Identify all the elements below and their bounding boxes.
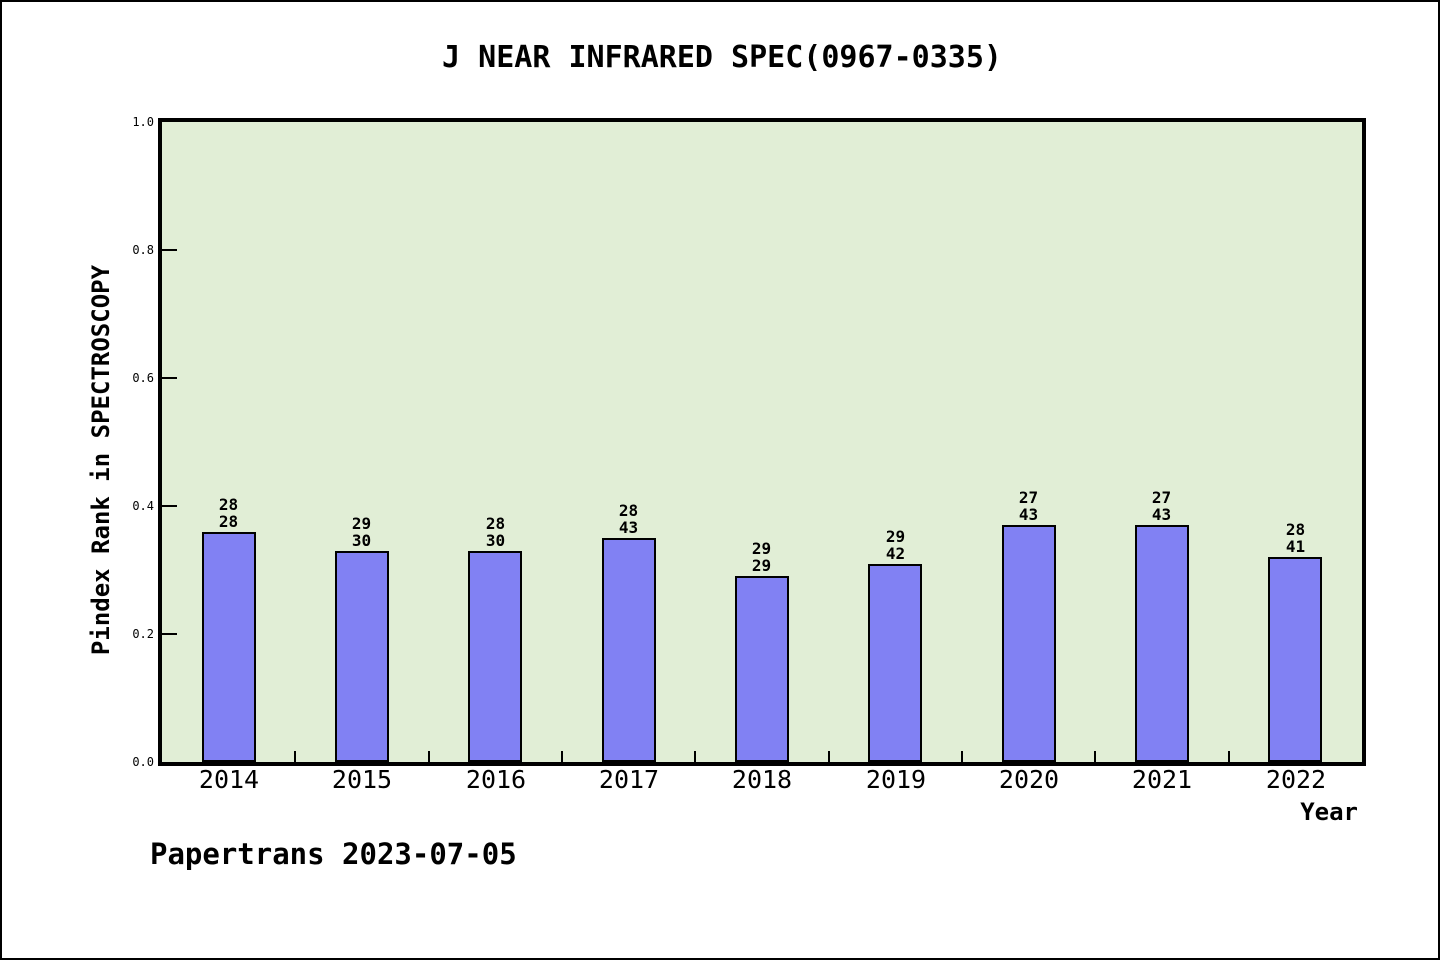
bar-label-total: 43 xyxy=(618,518,639,537)
bar-label-total: 30 xyxy=(351,531,372,550)
bar-2020 xyxy=(1002,525,1056,762)
x-minor-tick-marks xyxy=(162,122,1362,762)
y-tick-label-0.4: 0.4 xyxy=(132,499,154,513)
bar-2018 xyxy=(735,576,789,762)
y-tick-marks xyxy=(162,122,1362,762)
x-minor-tick xyxy=(828,751,830,762)
bar-value-label-2018: 29 29 xyxy=(695,540,828,574)
y-tick-label-0.2: 0.2 xyxy=(132,627,154,641)
bar-label-rank: 27 xyxy=(1151,488,1172,507)
y-tick-mark-0.4 xyxy=(162,505,177,507)
bar-label-rank: 28 xyxy=(618,501,639,520)
x-tick-label-2019: 2019 xyxy=(865,765,927,794)
bar-label-rank: 28 xyxy=(1285,520,1306,539)
bar-label-total: 41 xyxy=(1285,537,1306,556)
bar-label-rank: 29 xyxy=(751,539,772,558)
bar-2014 xyxy=(202,532,256,762)
bar-value-label-2016: 28 30 xyxy=(429,515,562,549)
x-minor-tick xyxy=(428,751,430,762)
bar-2019 xyxy=(868,564,922,762)
bar-label-rank: 27 xyxy=(1018,488,1039,507)
y-tick-mark-0.2 xyxy=(162,633,177,635)
bar-value-label-2020: 27 43 xyxy=(962,489,1095,523)
y-tick-label-0.8: 0.8 xyxy=(132,243,154,257)
bar-value-label-2014: 28 28 xyxy=(162,496,295,530)
bar-2015 xyxy=(335,551,389,762)
y-tick-mark-0.6 xyxy=(162,377,177,379)
bars-layer: 28 28 29 30 28 30 28 43 29 29 29 42 27 43 27 43 28 41 xyxy=(162,122,1362,762)
bar-label-rank: 29 xyxy=(351,514,372,533)
x-minor-tick xyxy=(1094,751,1096,762)
x-tick-label-2021: 2021 xyxy=(1131,765,1193,794)
bar-2022 xyxy=(1268,557,1322,762)
bar-value-label-2015: 29 30 xyxy=(295,515,428,549)
y-tick-label-1.0: 1.0 xyxy=(132,115,154,129)
x-tick-label-2017: 2017 xyxy=(598,765,660,794)
bar-label-total: 43 xyxy=(1151,505,1172,524)
x-minor-tick xyxy=(1228,751,1230,762)
x-tick-label-2022: 2022 xyxy=(1265,765,1327,794)
y-tick-label-0.0: 0.0 xyxy=(132,755,154,769)
bar-value-label-2022: 28 41 xyxy=(1229,521,1362,555)
x-tick-label-2018: 2018 xyxy=(731,765,793,794)
x-minor-tick xyxy=(294,751,296,762)
bar-label-rank: 28 xyxy=(218,495,239,514)
y-axis-label: Pindex Rank in SPECTROSCOPY xyxy=(87,264,115,656)
y-tick-mark-0.8 xyxy=(162,249,177,251)
bar-label-total: 42 xyxy=(885,544,906,563)
watermark-text: Papertrans 2023-07-05 xyxy=(150,837,517,871)
bar-value-label-2019: 29 42 xyxy=(829,528,962,562)
x-axis-label: Year xyxy=(1300,798,1358,826)
x-minor-tick xyxy=(694,751,696,762)
bar-label-total: 43 xyxy=(1018,505,1039,524)
bar-value-label-2021: 27 43 xyxy=(1095,489,1228,523)
x-tick-label-2020: 2020 xyxy=(998,765,1060,794)
x-tick-label-2014: 2014 xyxy=(198,765,260,794)
chart-title: J NEAR INFRARED SPEC(0967-0335) xyxy=(442,40,1002,75)
bar-label-rank: 29 xyxy=(885,527,906,546)
x-tick-label-2015: 2015 xyxy=(331,765,393,794)
x-minor-tick xyxy=(561,751,563,762)
y-tick-label-0.6: 0.6 xyxy=(132,371,154,385)
bar-2021 xyxy=(1135,525,1189,762)
bar-label-rank: 28 xyxy=(485,514,506,533)
bar-label-total: 30 xyxy=(485,531,506,550)
plot-area: 28 28 29 30 28 30 28 43 29 29 29 42 27 43 27 43 28 41 xyxy=(158,118,1366,766)
bar-value-label-2017: 28 43 xyxy=(562,502,695,536)
bar-2017 xyxy=(602,538,656,762)
x-minor-tick xyxy=(961,751,963,762)
bar-label-total: 28 xyxy=(218,512,239,531)
bar-label-total: 29 xyxy=(751,556,772,575)
bar-2016 xyxy=(468,551,522,762)
x-tick-label-2016: 2016 xyxy=(465,765,527,794)
